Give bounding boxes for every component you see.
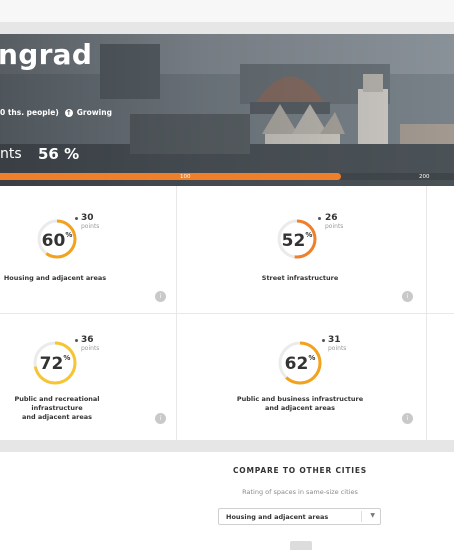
score-points: 30 <box>81 213 94 223</box>
top-bar <box>0 0 454 22</box>
scroll-handle[interactable] <box>290 541 312 550</box>
category-select[interactable]: Housing and adjacent areas ▼ <box>218 508 381 525</box>
score-ring <box>33 341 77 385</box>
score-points-label: points <box>81 345 100 352</box>
category-title: Housing and adjacent areas <box>3 274 107 282</box>
grid-divider <box>0 313 454 314</box>
city-name: ngrad <box>0 38 93 71</box>
points-label: nts <box>0 146 22 162</box>
section-gap <box>0 440 454 452</box>
population-row: 0 ths. people) ↑ Growing <box>0 108 112 117</box>
chevron-down-icon[interactable]: ▼ <box>370 512 375 519</box>
score-points-label: points <box>81 223 100 230</box>
score-percent: 62% <box>284 354 316 374</box>
points-value: 56 % <box>38 145 80 163</box>
category-title: Public and recreational infrastructure an… <box>14 395 100 421</box>
progress-bar <box>0 173 454 180</box>
score-ring <box>277 219 317 259</box>
progress-fill <box>0 173 341 180</box>
info-icon[interactable]: i <box>155 413 166 424</box>
compare-title: COMPARE TO OTHER CITIES <box>233 466 367 475</box>
score-points: 31 <box>328 335 341 345</box>
category-grid: 60% 30 points Housing and adjacent areas… <box>0 186 454 440</box>
score-ring <box>278 341 322 385</box>
growing-up-arrow-icon: ↑ <box>64 108 73 117</box>
compare-section: COMPARE TO OTHER CITIES Rating of spaces… <box>0 452 454 550</box>
select-divider <box>361 511 362 522</box>
info-icon[interactable]: i <box>402 291 413 302</box>
category-title: Street infrastructure <box>261 274 339 282</box>
score-points: 26 <box>325 213 338 223</box>
population-text: 0 ths. people) <box>0 108 59 117</box>
growth-label: Growing <box>76 108 112 117</box>
city-hero: ngrad 0 ths. people) ↑ Growing <box>0 34 454 186</box>
score-percent: 60% <box>41 231 73 251</box>
compare-subtitle: Rating of spaces in same-size cities <box>242 488 358 496</box>
score-points-label: points <box>325 223 344 230</box>
hero-overlay <box>0 34 454 186</box>
info-icon[interactable]: i <box>155 291 166 302</box>
progress-tick-100: 100 <box>180 174 191 180</box>
score-points: 36 <box>81 335 94 345</box>
progress-tick-200: 200 <box>419 174 430 180</box>
category-title: Public and business infrastructure and ad… <box>236 395 364 412</box>
score-points-label: points <box>328 345 347 352</box>
score-ring <box>37 219 77 259</box>
score-percent: 52% <box>281 231 313 251</box>
score-percent: 72% <box>39 354 71 374</box>
info-icon[interactable]: i <box>402 413 413 424</box>
category-select-value: Housing and adjacent areas <box>226 513 329 521</box>
